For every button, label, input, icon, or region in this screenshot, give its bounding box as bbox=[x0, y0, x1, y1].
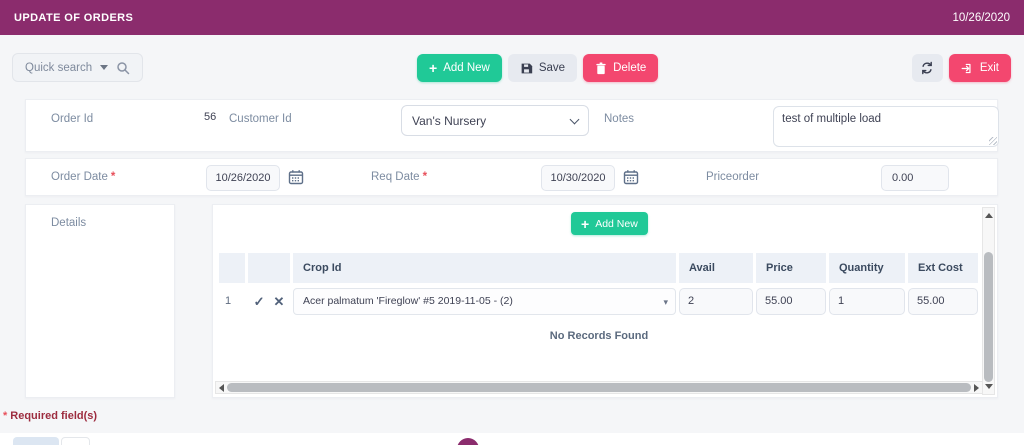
ext-cost-input[interactable] bbox=[908, 287, 978, 315]
cancel-row-icon[interactable]: ✕ bbox=[273, 293, 285, 309]
notes-label: Notes bbox=[604, 113, 635, 125]
trash-icon bbox=[595, 62, 607, 75]
toolbar-center: + Add New Save Delete bbox=[417, 54, 659, 82]
horizontal-scrollbar-thumb[interactable] bbox=[227, 383, 971, 392]
refresh-button[interactable] bbox=[911, 54, 943, 82]
calendar-icon[interactable] bbox=[288, 169, 304, 185]
priceorder-label: Priceorder bbox=[706, 171, 760, 183]
avail-input[interactable] bbox=[679, 287, 753, 315]
avail-column-header[interactable]: Avail bbox=[679, 253, 753, 283]
exit-icon bbox=[961, 62, 974, 75]
ext-cost-column-header[interactable]: Ext Cost bbox=[908, 253, 978, 283]
title-bar: UPDATE OF ORDERS 10/26/2020 bbox=[0, 0, 1024, 35]
req-date-label: Req Date * bbox=[371, 171, 428, 183]
chevron-down-icon bbox=[569, 114, 580, 124]
crop-id-select[interactable]: Acer palmatum 'Fireglow' #5 2019-11-05 -… bbox=[293, 287, 676, 315]
req-date-input[interactable] bbox=[541, 165, 615, 191]
order-date-label: Order Date * bbox=[51, 171, 116, 183]
plus-icon: + bbox=[429, 60, 438, 76]
chevron-down-icon: ▾ bbox=[663, 296, 668, 307]
search-icon bbox=[116, 61, 130, 75]
confirm-row-icon[interactable]: ✓ bbox=[253, 293, 265, 309]
bottom-partial-badge bbox=[457, 438, 479, 445]
order-date-input[interactable] bbox=[206, 165, 280, 191]
table-header-row: Crop Id Avail Price Quantity Ext Cost bbox=[219, 253, 979, 283]
no-records-message: No Records Found bbox=[549, 330, 649, 342]
delete-label: Delete bbox=[613, 62, 647, 74]
add-new-button[interactable]: + Add New bbox=[417, 54, 502, 82]
order-header-panel: Order Id 56 Customer Id Van's Nursery No… bbox=[25, 99, 999, 152]
header-date: 10/26/2020 bbox=[952, 11, 1010, 24]
table-row: 1 ✓ ✕ Acer palmatum 'Fireglow' #5 2019-1… bbox=[219, 286, 979, 316]
vertical-scrollbar-thumb[interactable] bbox=[984, 252, 993, 382]
details-label-panel: Details bbox=[25, 204, 175, 398]
order-id-label: Order Id bbox=[51, 113, 94, 125]
scroll-down-arrow-icon[interactable] bbox=[984, 384, 993, 389]
save-button[interactable]: Save bbox=[507, 54, 578, 82]
required-asterisk: * bbox=[422, 171, 428, 183]
row-number-column-header bbox=[219, 253, 245, 283]
add-new-label: Add New bbox=[443, 62, 490, 74]
delete-button[interactable]: Delete bbox=[583, 54, 659, 82]
crop-id-select-value: Acer palmatum 'Fireglow' #5 2019-11-05 -… bbox=[303, 295, 513, 307]
priceorder-input[interactable] bbox=[881, 165, 949, 191]
quick-search-button[interactable]: Quick search bbox=[12, 53, 144, 82]
required-asterisk: * bbox=[110, 171, 116, 183]
quantity-column-header[interactable]: Quantity bbox=[829, 253, 905, 283]
price-column-header[interactable]: Price bbox=[756, 253, 826, 283]
order-id-value: 56 bbox=[204, 111, 217, 123]
toolbar-right: Exit bbox=[911, 54, 1011, 82]
details-label: Details bbox=[51, 217, 87, 229]
scroll-right-arrow-icon[interactable] bbox=[974, 383, 979, 392]
scroll-left-arrow-icon[interactable] bbox=[219, 383, 224, 392]
save-label: Save bbox=[538, 62, 566, 74]
customer-select-value: Van's Nursery bbox=[412, 113, 487, 128]
save-icon bbox=[520, 62, 533, 75]
crop-id-column-header[interactable]: Crop Id bbox=[293, 253, 676, 283]
resize-handle[interactable] bbox=[989, 137, 997, 145]
bottom-partial-tab[interactable] bbox=[61, 437, 90, 445]
page-title: UPDATE OF ORDERS bbox=[14, 11, 134, 24]
price-input[interactable] bbox=[756, 287, 826, 315]
details-grid-panel: + Add New Crop Id Avail Price Quantity E… bbox=[212, 204, 998, 398]
details-add-new-button[interactable]: + Add New bbox=[571, 212, 648, 235]
required-asterisk: * bbox=[3, 410, 8, 422]
bottom-partial-tab[interactable] bbox=[13, 437, 59, 445]
customer-select[interactable]: Van's Nursery bbox=[401, 105, 589, 136]
calendar-icon[interactable] bbox=[623, 169, 639, 185]
refresh-icon bbox=[920, 61, 934, 75]
exit-label: Exit bbox=[979, 62, 999, 74]
chevron-down-icon bbox=[100, 65, 109, 70]
horizontal-scrollbar[interactable] bbox=[215, 381, 983, 394]
scroll-up-arrow-icon[interactable] bbox=[984, 213, 993, 218]
row-actions-column-header bbox=[248, 253, 290, 283]
quantity-input[interactable] bbox=[829, 287, 905, 315]
notes-textarea[interactable]: test of multiple load bbox=[773, 106, 999, 147]
order-dates-panel: Order Date* Req Date* Priceorder bbox=[25, 158, 998, 196]
required-fields-note: * Required field(s) bbox=[3, 410, 98, 422]
plus-icon: + bbox=[581, 215, 590, 232]
customer-id-label: Customer Id bbox=[229, 113, 292, 125]
details-add-new-label: Add New bbox=[595, 217, 638, 230]
details-table: Crop Id Avail Price Quantity Ext Cost 1 … bbox=[219, 253, 979, 316]
row-actions: ✓ ✕ bbox=[248, 295, 290, 308]
row-number: 1 bbox=[225, 295, 232, 307]
vertical-scrollbar[interactable] bbox=[982, 207, 995, 395]
quick-search-label: Quick search bbox=[25, 61, 93, 74]
exit-button[interactable]: Exit bbox=[948, 54, 1011, 82]
